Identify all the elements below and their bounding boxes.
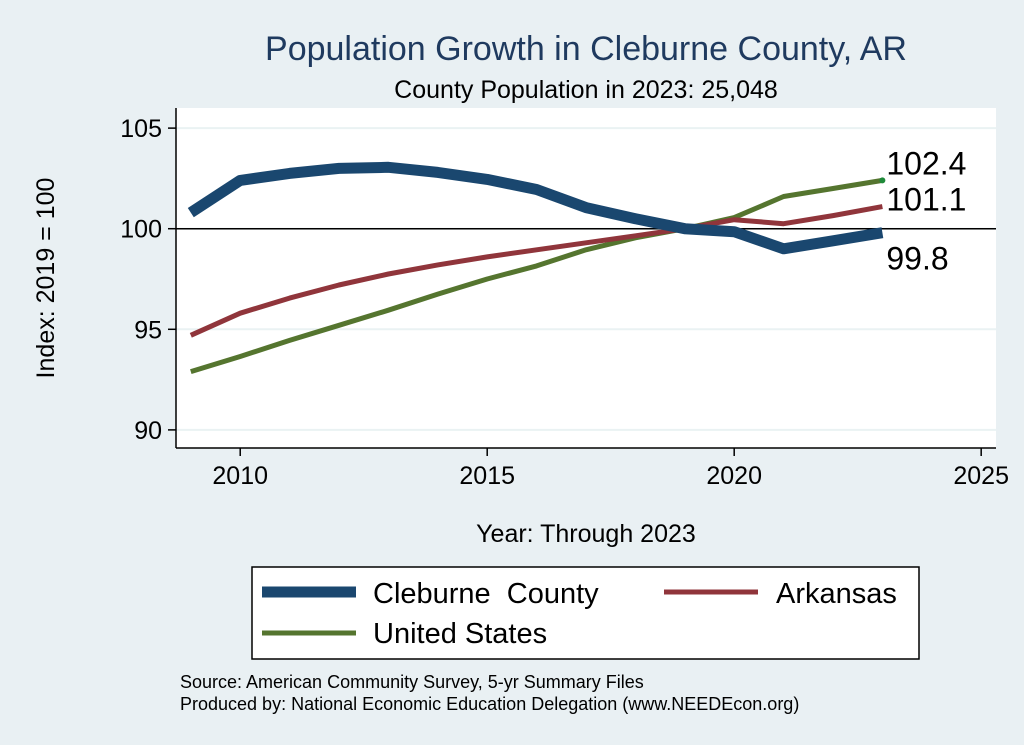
produced-note: Produced by: National Economic Education… <box>180 694 799 714</box>
y-tick-label: 100 <box>120 216 162 244</box>
y-tick-label: 105 <box>120 115 162 143</box>
end-label: 99.8 <box>886 241 948 277</box>
legend-box <box>251 566 920 660</box>
x-axis-title: Year: Through 2023 <box>476 520 696 548</box>
chart-title: Population Growth in Cleburne County, AR <box>265 30 907 68</box>
x-ticks: 2010 2015 2020 2025 <box>212 448 1009 490</box>
legend-label-cleburne: Cleburne County <box>373 578 599 610</box>
y-tick-label: 95 <box>134 316 162 344</box>
y-axis-title: Index: 2019 = 100 <box>32 178 60 379</box>
series-lines <box>187 161 886 374</box>
end-label: 101.1 <box>886 182 966 218</box>
x-tick-label: 2025 <box>953 462 1009 490</box>
y-tick-label: 90 <box>134 417 162 445</box>
series-line-cleburne-county <box>187 161 884 255</box>
series-line-arkansas <box>189 204 883 338</box>
x-tick-label: 2010 <box>212 462 268 490</box>
y-ticks: 90 95 100 105 <box>120 115 176 445</box>
series-line-united-states <box>190 177 883 374</box>
x-tick-label: 2015 <box>459 462 515 490</box>
end-label: 102.4 <box>886 145 966 181</box>
chart-subtitle: County Population in 2023: 25,048 <box>394 76 778 104</box>
x-tick-label: 2020 <box>706 462 762 490</box>
legend-label-united-states: United States <box>373 618 547 650</box>
legend-label-arkansas: Arkansas <box>776 578 897 610</box>
series-end-dot <box>879 177 886 184</box>
source-note: Source: American Community Survey, 5-yr … <box>180 672 644 692</box>
plot-area <box>176 108 996 448</box>
